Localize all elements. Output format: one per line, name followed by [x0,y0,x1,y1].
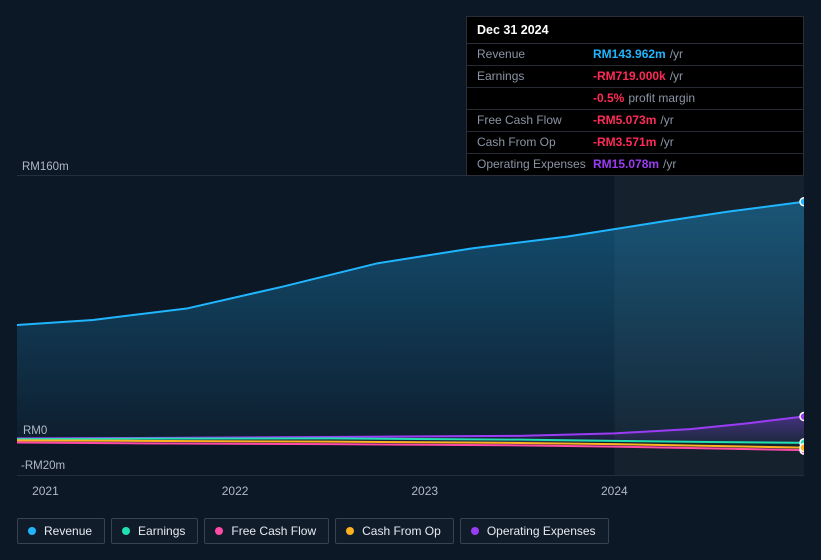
hover-tooltip: Dec 31 2024 RevenueRM143.962m/yrEarnings… [466,16,804,176]
legend-dot-icon [346,527,354,535]
legend-label: Operating Expenses [487,524,596,538]
series-end-marker [800,198,804,206]
legend-dot-icon [471,527,479,535]
legend-item[interactable]: Operating Expenses [460,518,609,544]
legend: Revenue Earnings Free Cash Flow Cash From O… [17,518,609,544]
tooltip-row-unit: profit margin [628,91,695,105]
tooltip-row-unit: /yr [660,135,673,149]
legend-label: Free Cash Flow [231,524,316,538]
legend-label: Cash From Op [362,524,441,538]
tooltip-row-label: Free Cash Flow [477,113,593,127]
x-tick-label: 2024 [601,484,628,498]
tooltip-row-value: -RM719.000k [593,69,666,83]
x-tick-label: 2021 [32,484,59,498]
series-area [17,202,804,442]
legend-dot-icon [122,527,130,535]
y-tick-label-min: -RM20m [21,460,65,472]
tooltip-row-label: Cash From Op [477,135,593,149]
x-axis-labels: 2021 2022 2023 2024 [17,484,804,504]
gridline-bottom [17,475,804,476]
tooltip-row-unit: /yr [663,157,676,171]
tooltip-row-unit: /yr [670,69,683,83]
tooltip-row-value: -RM5.073m [593,113,656,127]
legend-label: Revenue [44,524,92,538]
legend-dot-icon [215,527,223,535]
series-end-marker [800,444,804,452]
tooltip-row-value: -0.5% [593,91,624,105]
y-tick-label-zero: RM0 [23,425,47,437]
legend-item[interactable]: Cash From Op [335,518,454,544]
x-tick-label: 2023 [411,484,438,498]
tooltip-row: Cash From Op-RM3.571m/yr [467,132,803,154]
tooltip-row: Operating ExpensesRM15.078m/yr [467,154,803,175]
legend-item[interactable]: Free Cash Flow [204,518,329,544]
tooltip-row: RevenueRM143.962m/yr [467,44,803,66]
tooltip-row: -0.5% profit margin [467,88,803,110]
legend-item[interactable]: Revenue [17,518,105,544]
legend-label: Earnings [138,524,185,538]
tooltip-date: Dec 31 2024 [467,17,803,44]
tooltip-row: Free Cash Flow-RM5.073m/yr [467,110,803,132]
tooltip-row-value: -RM3.571m [593,135,656,149]
tooltip-row-label: Operating Expenses [477,157,593,171]
series-end-marker [800,413,804,421]
tooltip-row: Earnings-RM719.000k/yr [467,66,803,88]
y-tick-label-max: RM160m [22,161,69,173]
tooltip-row-label: Earnings [477,69,593,83]
tooltip-row-value: RM15.078m [593,157,659,171]
legend-dot-icon [28,527,36,535]
x-tick-label: 2022 [222,484,249,498]
legend-item[interactable]: Earnings [111,518,198,544]
chart-area[interactable]: RM0 -RM20m [17,175,804,475]
tooltip-row-unit: /yr [670,47,683,61]
tooltip-row-label: Revenue [477,47,593,61]
tooltip-row-value: RM143.962m [593,47,666,61]
tooltip-row-unit: /yr [660,113,673,127]
